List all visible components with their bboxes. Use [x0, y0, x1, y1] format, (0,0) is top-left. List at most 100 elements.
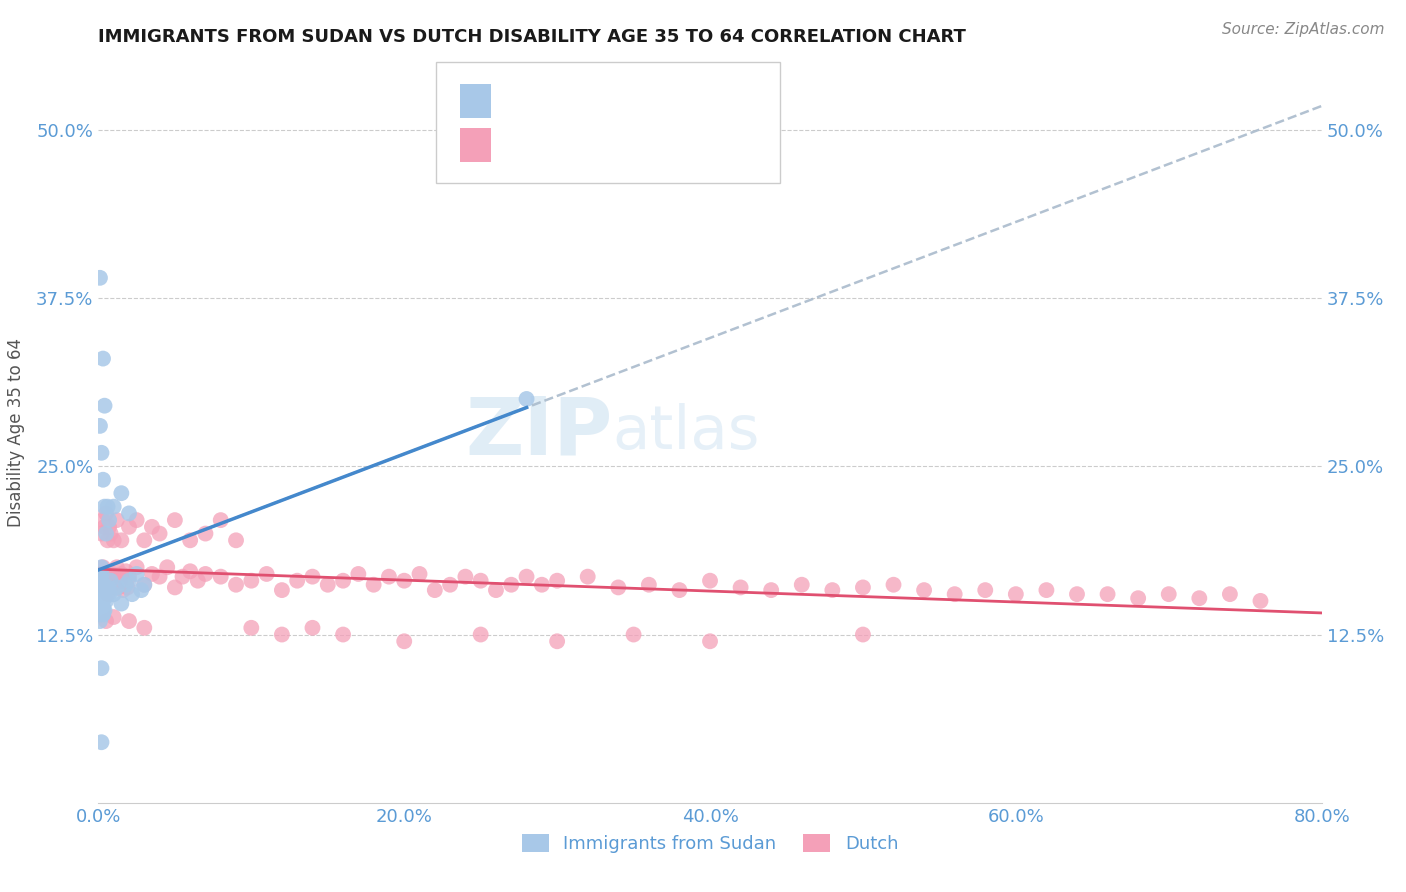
Point — [125, 566, 148, 581]
Point — [516, 392, 538, 406]
Point — [332, 574, 354, 588]
Point — [105, 560, 128, 574]
Point — [118, 507, 141, 521]
Point — [546, 634, 568, 648]
Point — [97, 581, 120, 595]
Point — [104, 569, 127, 583]
Point — [94, 614, 117, 628]
Point — [103, 500, 125, 514]
Text: 108: 108 — [679, 136, 717, 153]
Point — [179, 564, 201, 578]
Point — [110, 566, 132, 581]
Point — [125, 560, 148, 574]
Text: 0.128: 0.128 — [560, 91, 617, 109]
Point — [103, 610, 125, 624]
Point — [134, 533, 156, 548]
Point — [607, 581, 630, 595]
Point — [759, 583, 782, 598]
Point — [134, 621, 156, 635]
Point — [93, 500, 115, 514]
Point — [209, 569, 232, 583]
Point — [285, 574, 308, 588]
Point — [117, 581, 139, 595]
Point — [93, 520, 115, 534]
Point — [98, 520, 121, 534]
Point — [316, 578, 339, 592]
Point — [363, 578, 385, 592]
Point — [98, 574, 121, 588]
Point — [90, 594, 112, 608]
Point — [100, 526, 122, 541]
Point — [89, 583, 111, 598]
Point — [501, 578, 523, 592]
Point — [115, 578, 138, 592]
Point — [110, 486, 132, 500]
Point — [699, 574, 721, 588]
Point — [485, 583, 508, 598]
Point — [883, 578, 905, 592]
Point — [93, 591, 115, 606]
Point — [172, 569, 194, 583]
Point — [392, 634, 416, 648]
Y-axis label: Disability Age 35 to 64: Disability Age 35 to 64 — [7, 338, 25, 527]
Point — [91, 578, 114, 592]
Point — [91, 560, 114, 574]
Point — [1128, 591, 1150, 606]
Point — [118, 614, 141, 628]
Point — [100, 581, 122, 595]
Point — [90, 735, 112, 749]
Point — [94, 507, 117, 521]
Point — [530, 578, 553, 592]
Point — [439, 578, 461, 592]
Point — [90, 661, 112, 675]
Point — [1157, 587, 1180, 601]
Point — [470, 627, 492, 641]
Point — [470, 574, 492, 588]
Point — [89, 600, 111, 615]
Text: N =: N = — [626, 136, 659, 153]
Point — [852, 627, 875, 641]
Point — [943, 587, 966, 601]
Point — [90, 574, 112, 588]
Point — [89, 581, 111, 595]
Point — [89, 270, 111, 285]
Point — [134, 578, 156, 592]
Point — [90, 560, 112, 574]
Point — [516, 569, 538, 583]
Point — [89, 418, 111, 433]
Point — [623, 627, 645, 641]
Point — [90, 566, 112, 581]
Point — [163, 513, 186, 527]
Point — [179, 533, 201, 548]
Point — [100, 574, 122, 588]
Point — [912, 583, 935, 598]
Point — [118, 520, 141, 534]
Text: atlas: atlas — [612, 403, 759, 462]
Point — [103, 578, 125, 592]
Point — [668, 583, 690, 598]
Point — [187, 574, 209, 588]
Point — [111, 583, 134, 598]
Text: -0.027: -0.027 — [555, 136, 620, 153]
Point — [89, 597, 111, 611]
Point — [1097, 587, 1119, 601]
Point — [240, 621, 263, 635]
Point — [98, 513, 121, 527]
Point — [576, 569, 599, 583]
Point — [378, 569, 401, 583]
Point — [134, 578, 156, 592]
Point — [852, 581, 875, 595]
Point — [90, 526, 112, 541]
Point — [90, 594, 112, 608]
Text: IMMIGRANTS FROM SUDAN VS DUTCH DISABILITY AGE 35 TO 64 CORRELATION CHART: IMMIGRANTS FROM SUDAN VS DUTCH DISABILIT… — [98, 28, 966, 45]
Point — [141, 520, 163, 534]
Point — [89, 566, 111, 581]
Point — [89, 574, 111, 588]
Point — [93, 603, 115, 617]
Point — [107, 581, 129, 595]
Text: Source: ZipAtlas.com: Source: ZipAtlas.com — [1222, 22, 1385, 37]
Point — [1035, 583, 1057, 598]
Point — [103, 587, 125, 601]
Point — [454, 569, 477, 583]
Point — [98, 587, 121, 601]
